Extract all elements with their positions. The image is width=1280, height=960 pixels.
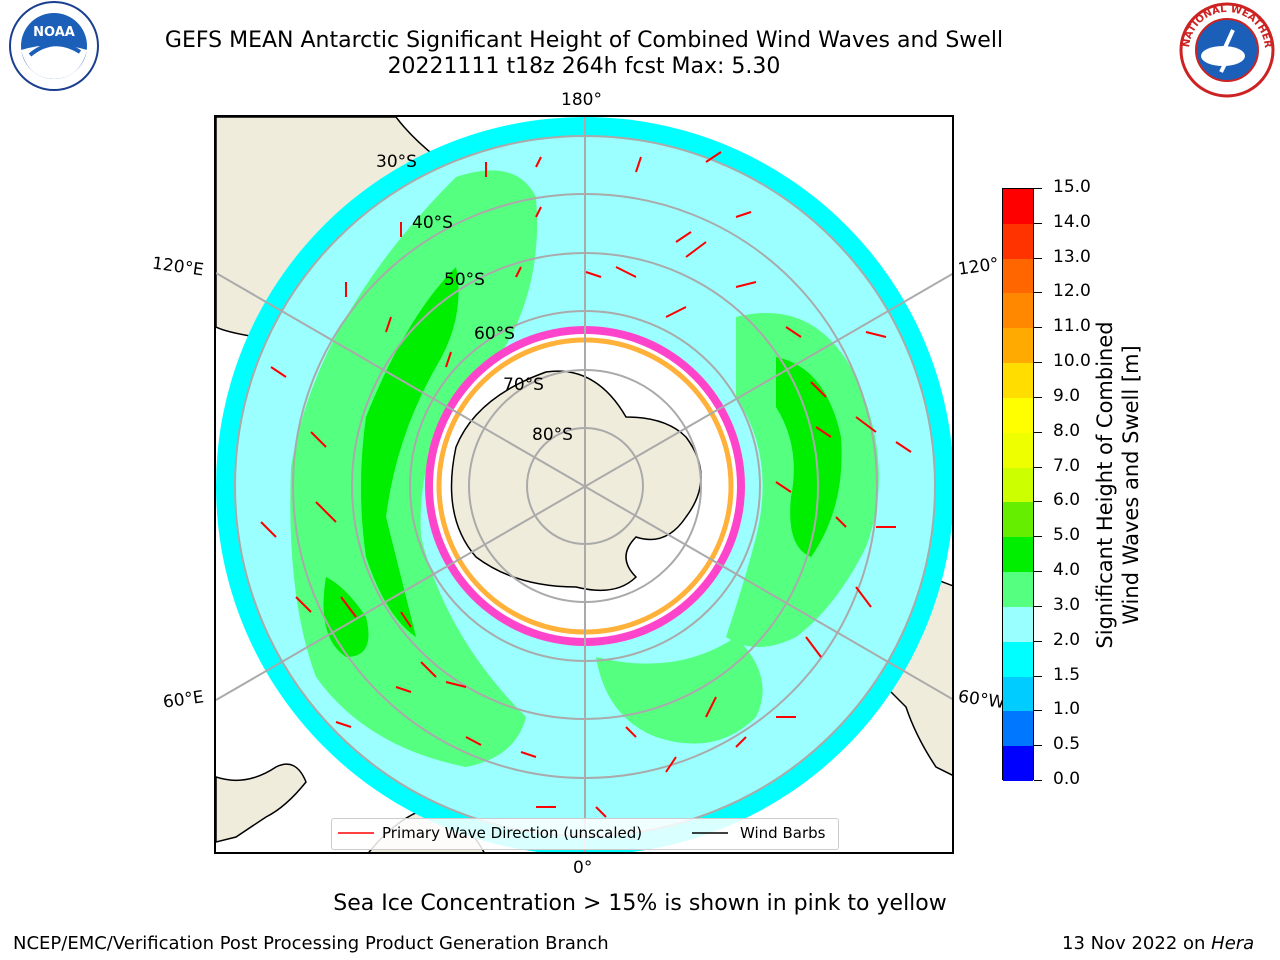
legend-wind-barbs-label: Wind Barbs <box>740 824 826 842</box>
latitude-label-80s: 80°S <box>532 425 573 445</box>
colorbar-segment <box>1003 293 1033 329</box>
svg-text:NOAA: NOAA <box>33 25 75 40</box>
colorbar-segment <box>1003 363 1033 399</box>
colorbar-segment <box>1003 606 1033 643</box>
colorbar-segment <box>1003 258 1033 294</box>
colorbar-tick-label: 1.5 <box>1053 664 1081 685</box>
colorbar-tick-mark <box>1034 571 1042 573</box>
polar-map <box>214 115 954 854</box>
colorbar-tick-label: 11.0 <box>1053 316 1091 337</box>
colorbar-tick-mark <box>1034 536 1042 538</box>
colorbar-title-line1: Significant Height of Combined <box>1093 321 1117 649</box>
colorbar-segment <box>1003 676 1033 712</box>
meridian-label-60e: 60°E <box>161 687 206 713</box>
land-africa <box>216 763 307 843</box>
colorbar-tick-mark <box>1034 431 1042 433</box>
legend-wave-direction-label: Primary Wave Direction (unscaled) <box>382 824 643 842</box>
colorbar-tick-label: 7.0 <box>1053 455 1081 476</box>
colorbar-segment <box>1003 328 1033 364</box>
colorbar-segment <box>1003 397 1033 434</box>
colorbar-tick-label: 13.0 <box>1053 246 1091 267</box>
chart-subtitle: 20221111 t18z 264h fcst Max: 5.30 <box>387 54 781 79</box>
colorbar-tick-label: 5.0 <box>1053 525 1081 546</box>
colorbar-tick-mark <box>1034 222 1042 224</box>
colorbar-tick-mark <box>1034 327 1042 329</box>
colorbar-segment <box>1003 223 1033 260</box>
colorbar-tick-mark <box>1034 292 1042 294</box>
wave-band-3-4m-south <box>596 637 763 744</box>
meridian-label-120w: 120° <box>956 254 1001 280</box>
colorbar-tick-mark <box>1034 362 1042 364</box>
wave-arrows <box>260 151 912 818</box>
footer-date-text: 13 Nov 2022 on <box>1062 933 1212 954</box>
colorbar-tick-label: 3.0 <box>1053 594 1081 615</box>
meridian-grid <box>216 117 952 852</box>
latitude-label-70s: 70°S <box>503 375 544 395</box>
meridian-label-0: 0° <box>573 858 593 878</box>
noaa-logo: NOAA <box>0 0 108 100</box>
colorbar-segment <box>1003 467 1033 503</box>
colorbar-segment <box>1003 711 1033 747</box>
colorbar-segment <box>1003 641 1033 678</box>
nws-logo: NATIONAL WEATHER SERVICE <box>1171 0 1280 100</box>
meridian-label-180: 180° <box>561 90 602 110</box>
colorbar-segment <box>1003 537 1033 573</box>
colorbar-tick-mark <box>1034 675 1042 677</box>
footer-date: 13 Nov 2022 on Hera <box>1062 933 1254 954</box>
wave-band-4-5m-west <box>361 267 459 637</box>
footer-credit: NCEP/EMC/Verification Post Processing Pr… <box>13 933 609 954</box>
colorbar-tick-mark <box>1034 396 1042 398</box>
colorbar-segment <box>1003 572 1033 608</box>
colorbar-tick-mark <box>1034 745 1042 747</box>
colorbar-tick-label: 15.0 <box>1053 177 1091 197</box>
latitude-label-30s: 30°S <box>376 152 417 172</box>
wave-direction-legend-line <box>338 832 374 834</box>
map-legend: Primary Wave Direction (unscaled) Wind B… <box>331 818 839 850</box>
colorbar-tick-mark <box>1034 710 1042 712</box>
colorbar-tick-label: 2.0 <box>1053 629 1081 650</box>
latitude-label-50s: 50°S <box>444 270 485 290</box>
colorbar-tick-label: 1.0 <box>1053 699 1081 720</box>
latitude-label-40s: 40°S <box>412 213 453 233</box>
wind-barbs-legend-line <box>692 832 728 834</box>
colorbar-tick-label: 0.5 <box>1053 734 1081 755</box>
sea-ice-caption: Sea Ice Concentration > 15% is shown in … <box>333 891 947 916</box>
map-svg <box>216 117 952 852</box>
colorbar-tick-label: 0.0 <box>1053 769 1081 789</box>
meridian-label-120e: 120°E <box>150 253 205 281</box>
colorbar-segment <box>1003 502 1033 538</box>
colorbar-segment <box>1003 432 1033 469</box>
colorbar-segment <box>1003 189 1033 225</box>
meridian-label-60w: 60°W <box>956 686 1007 714</box>
colorbar-tick-mark <box>1034 780 1042 781</box>
colorbar-tick-label: 14.0 <box>1053 211 1091 232</box>
colorbar-tick-mark <box>1034 466 1042 468</box>
colorbar-title-line2: Wind Waves and Swell [m] <box>1119 345 1143 625</box>
colorbar-segment <box>1003 746 1033 782</box>
colorbar <box>1002 188 1034 782</box>
latitude-label-60s: 60°S <box>474 324 515 344</box>
colorbar-tick-label: 10.0 <box>1053 351 1091 372</box>
footer-host: Hera <box>1211 933 1255 954</box>
colorbar-tick-label: 4.0 <box>1053 560 1081 581</box>
chart-title: GEFS MEAN Antarctic Significant Height o… <box>164 28 1004 53</box>
colorbar-tick-label: 9.0 <box>1053 385 1081 406</box>
colorbar-tick-mark <box>1034 640 1042 642</box>
colorbar-tick-label: 6.0 <box>1053 490 1081 511</box>
colorbar-tick-mark <box>1034 188 1042 189</box>
wave-band-4-5m-east <box>776 357 842 557</box>
colorbar-tick-mark <box>1034 257 1042 259</box>
colorbar-tick-mark <box>1034 605 1042 607</box>
colorbar-tick-mark <box>1034 501 1042 503</box>
colorbar-tick-label: 12.0 <box>1053 281 1091 302</box>
colorbar-tick-label: 8.0 <box>1053 420 1081 441</box>
